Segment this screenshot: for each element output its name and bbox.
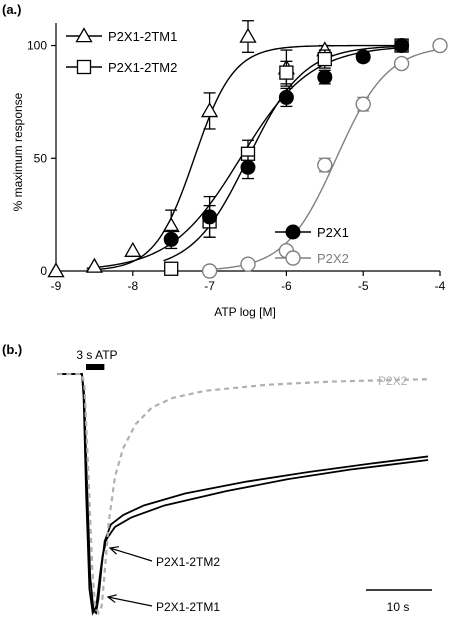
point-p2x1-2tm2 [279,65,294,80]
legend-label-p2x1: P2X1 [317,225,349,240]
x-tick-label: -8 [127,279,138,293]
legend-marker-p2x1 [285,224,301,240]
point-p2x1-2tm2 [164,261,179,276]
point-p2x2 [355,96,371,112]
x-tick-label: -6 [281,279,292,293]
panel-a-data-points [47,20,448,279]
point-p2x2 [393,55,410,72]
point-p2x1 [278,89,294,105]
trace-label-p2x1-2tm2: P2X1-2TM2 [156,555,220,569]
x-tick-label: -7 [204,279,215,293]
point-p2x1-2tm2 [317,51,332,67]
point-p2x1-2tm1 [200,102,219,118]
y-tick-label: 0 [40,264,47,278]
legend-marker-p2x1-2tm1 [75,27,93,43]
point-p2x1 [240,159,256,175]
point-p2x1-2tm1 [85,257,104,273]
point-p2x2 [432,37,448,54]
legend-label-p2x1-2tm1: P2X1-2TM1 [108,29,177,44]
point-p2x1 [202,209,218,225]
panel-b-marks [57,364,432,616]
arrow-p2x1-2tm1-head [106,594,117,603]
legend-label-p2x2: P2X2 [317,251,349,266]
stimulus-label: 3 s ATP [76,348,117,362]
y-tick-label: 50 [34,151,48,165]
trace-p2x2 [57,372,429,616]
point-p2x1-2tm1 [239,27,257,43]
point-p2x1-2tm1 [47,262,65,278]
panel-a-label: (a.) [2,2,22,17]
point-p2x2 [240,256,256,272]
panel-a-axes: -9 -8 -7 -6 -5 -4 0 50 100 [27,23,446,293]
point-p2x2 [201,263,218,279]
legend-marker-p2x2 [285,250,301,266]
arrow-p2x1-2tm2-head [108,546,119,555]
x-tick-label: -4 [435,279,446,293]
point-p2x1-2tm1 [124,241,142,257]
point-p2x1 [163,231,179,247]
arrow-p2x1-2tm1 [107,596,153,607]
legend-marker-p2x1-2tm2 [76,59,92,75]
panel-a-legend: P2X1-2TM1 P2X1-2TM2 P2X1 P2X2 [66,27,349,266]
x-tick-label: -5 [358,279,369,293]
trace-label-p2x1-2tm1: P2X1-2TM1 [156,600,220,614]
trace-p2x1-2tm2 [57,373,429,615]
x-tick-label: -9 [51,279,62,293]
point-p2x1 [355,49,371,65]
point-p2x1 [317,69,333,85]
point-p2x1 [394,38,410,54]
x-axis-label: ATP log [M] [214,305,276,319]
y-tick-label: 100 [27,39,47,53]
point-p2x2 [317,157,333,173]
point-p2x1-2tm1 [162,217,180,233]
y-axis-label: % maximum response [11,92,25,211]
trace-label-p2x2: P2X2 [378,374,408,388]
panel-b-current-traces: (b.) 3 s ATP P2X2 P2X1-2TM2 P2X1-2TM1 10… [2,342,432,616]
panel-b-label: (b.) [2,342,22,357]
panel-a-fit-curves [86,44,441,271]
scale-bar-label: 10 s [387,600,410,614]
trace-p2x1-2tm1 [57,373,429,616]
stimulus-bar [86,364,105,370]
legend-label-p2x1-2tm2: P2X1-2TM2 [108,60,177,75]
arrow-p2x1-2tm2 [109,547,153,562]
